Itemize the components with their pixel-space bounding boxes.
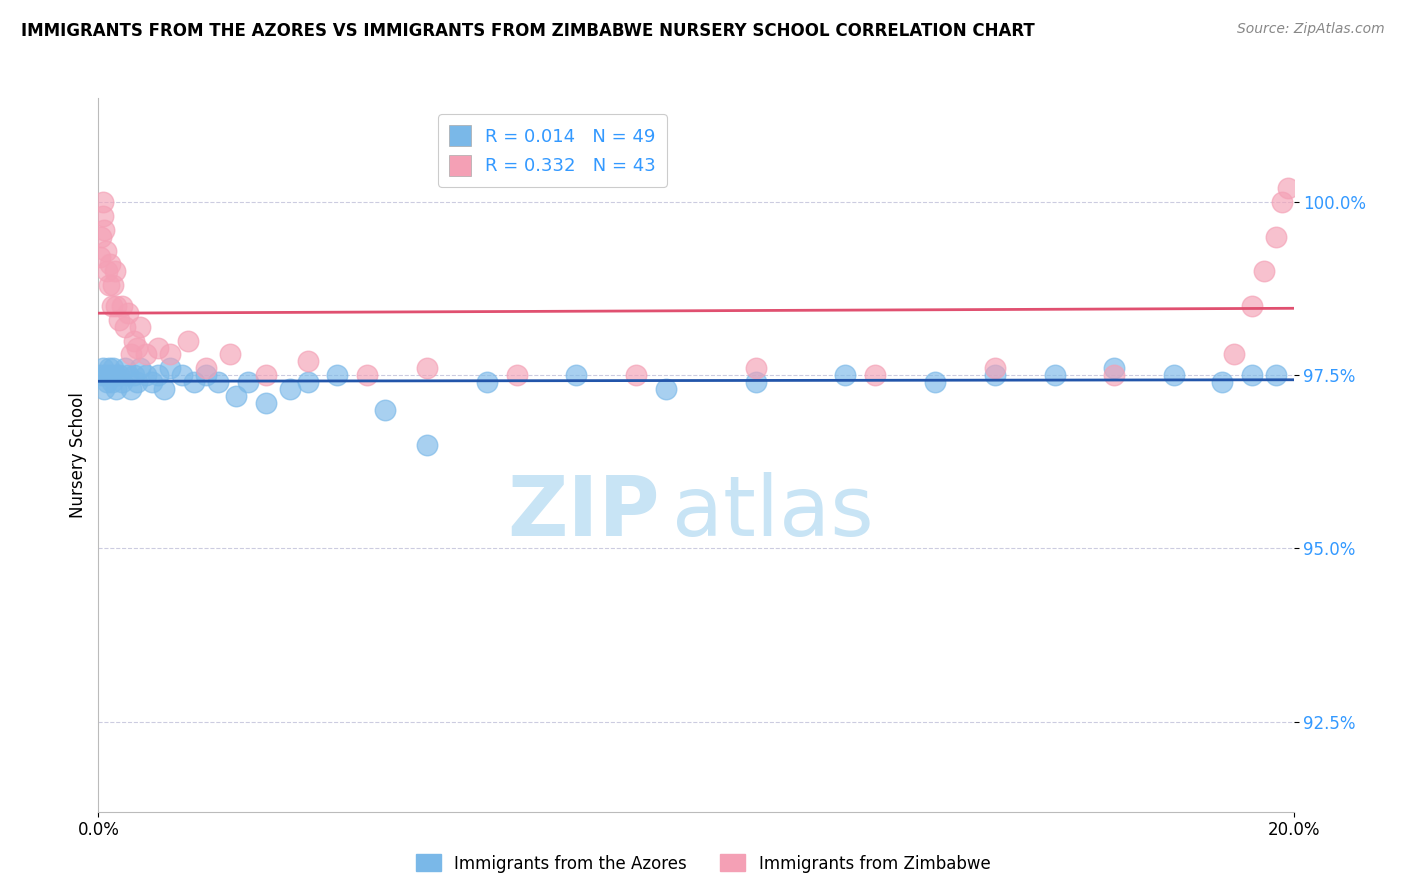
Point — [1222, 347, 1246, 361]
Point — [254, 368, 277, 383]
Point — [1211, 375, 1233, 389]
Text: IMMIGRANTS FROM THE AZORES VS IMMIGRANTS FROM ZIMBABWE NURSERY SCHOOL CORRELATIO: IMMIGRANTS FROM THE AZORES VS IMMIGRANTS… — [21, 22, 1035, 40]
Point — [506, 368, 529, 383]
Point — [148, 368, 170, 383]
Legend: Immigrants from the Azores, Immigrants from Zimbabwe: Immigrants from the Azores, Immigrants f… — [409, 847, 997, 880]
Point — [148, 341, 170, 355]
Point — [91, 361, 114, 376]
Point — [1043, 368, 1066, 383]
Point — [117, 306, 139, 320]
Text: Source: ZipAtlas.com: Source: ZipAtlas.com — [1237, 22, 1385, 37]
Point — [98, 278, 121, 293]
Point — [1264, 229, 1286, 244]
Point — [983, 361, 1005, 376]
Point — [124, 368, 146, 383]
Point — [135, 347, 157, 361]
Point — [117, 368, 139, 383]
Point — [207, 375, 229, 389]
Point — [105, 382, 128, 396]
Point — [177, 334, 200, 348]
Point — [94, 368, 117, 383]
Point — [91, 195, 114, 210]
Point — [219, 347, 242, 361]
Point — [1271, 195, 1294, 210]
Point — [100, 299, 122, 313]
Point — [96, 375, 118, 389]
Point — [863, 368, 886, 383]
Point — [356, 368, 378, 383]
Point — [98, 257, 122, 271]
Point — [93, 382, 115, 396]
Point — [114, 319, 136, 334]
Point — [1264, 368, 1286, 383]
Point — [565, 368, 588, 383]
Point — [91, 209, 114, 223]
Point — [120, 382, 142, 396]
Point — [624, 368, 647, 383]
Point — [96, 264, 118, 278]
Point — [297, 375, 319, 389]
Text: ZIP: ZIP — [508, 472, 661, 552]
Point — [194, 368, 218, 383]
Point — [104, 368, 127, 383]
Point — [194, 361, 218, 376]
Y-axis label: Nursery School: Nursery School — [69, 392, 87, 518]
Text: atlas: atlas — [672, 472, 873, 552]
Point — [135, 368, 157, 383]
Point — [114, 361, 136, 376]
Point — [834, 368, 856, 383]
Point — [111, 375, 134, 389]
Point — [89, 251, 111, 265]
Point — [159, 347, 181, 361]
Point — [94, 244, 117, 258]
Point — [183, 375, 205, 389]
Point — [1102, 368, 1125, 383]
Point — [98, 361, 121, 376]
Point — [278, 382, 301, 396]
Point — [159, 361, 181, 376]
Point — [127, 375, 149, 389]
Point — [120, 347, 142, 361]
Point — [1240, 299, 1263, 313]
Point — [475, 375, 498, 389]
Point — [1253, 264, 1275, 278]
Point — [225, 389, 247, 403]
Point — [326, 368, 349, 383]
Point — [172, 368, 194, 383]
Point — [374, 403, 396, 417]
Point — [108, 368, 131, 383]
Point — [141, 375, 163, 389]
Point — [297, 354, 319, 368]
Point — [745, 361, 768, 376]
Point — [416, 361, 439, 376]
Point — [129, 319, 152, 334]
Point — [127, 341, 149, 355]
Point — [111, 299, 134, 313]
Point — [1277, 181, 1299, 195]
Point — [416, 437, 439, 451]
Point — [90, 368, 112, 383]
Point — [124, 334, 146, 348]
Point — [745, 375, 768, 389]
Point — [254, 396, 277, 410]
Point — [103, 361, 125, 376]
Point — [236, 375, 259, 389]
Point — [103, 278, 125, 293]
Point — [108, 313, 131, 327]
Point — [1102, 361, 1125, 376]
Legend: R = 0.014   N = 49, R = 0.332   N = 43: R = 0.014 N = 49, R = 0.332 N = 43 — [439, 114, 666, 186]
Point — [129, 361, 152, 376]
Point — [100, 375, 122, 389]
Point — [93, 223, 115, 237]
Point — [1240, 368, 1263, 383]
Point — [105, 299, 128, 313]
Point — [655, 382, 678, 396]
Point — [98, 368, 122, 383]
Point — [153, 382, 176, 396]
Point — [90, 229, 112, 244]
Point — [983, 368, 1005, 383]
Point — [1163, 368, 1185, 383]
Point — [104, 264, 127, 278]
Point — [924, 375, 946, 389]
